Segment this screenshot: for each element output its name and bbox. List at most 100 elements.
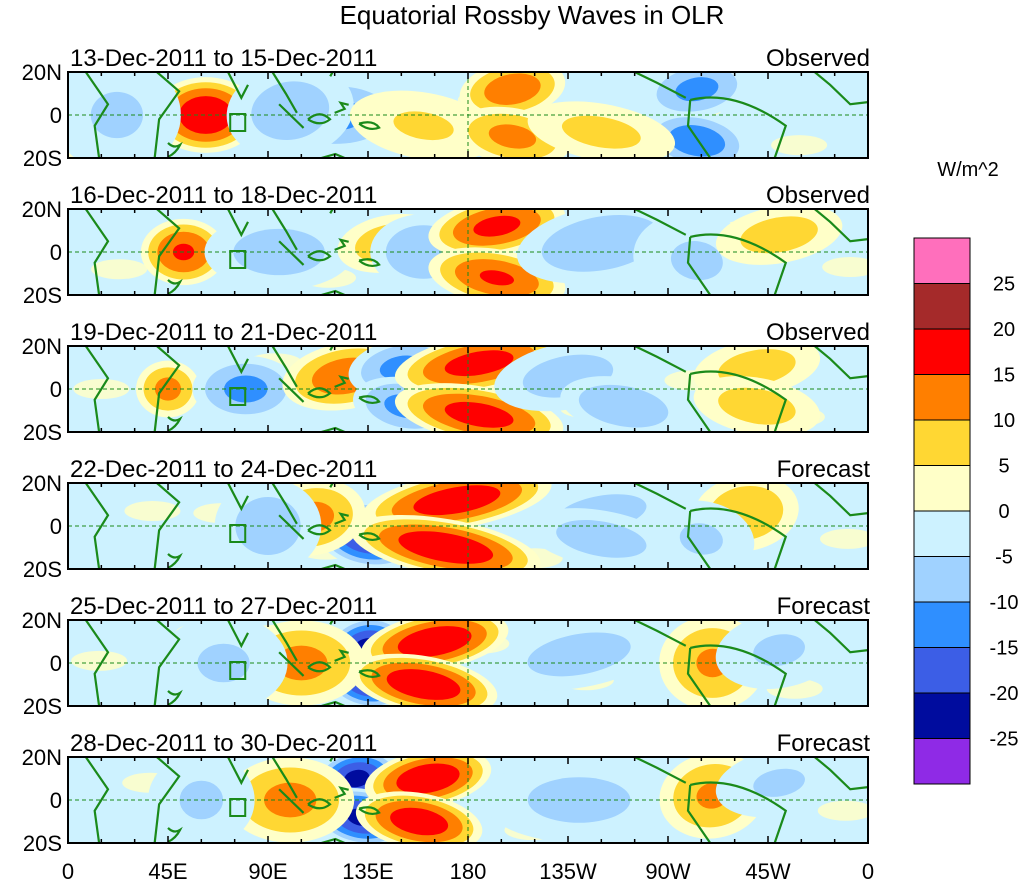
panel-kind: Observed <box>766 182 870 209</box>
coastline <box>84 620 110 706</box>
coastline <box>271 346 298 388</box>
colorbar-units: W/m^2 <box>937 159 999 181</box>
coastline <box>686 99 712 158</box>
coastline <box>686 236 712 295</box>
colorbar: W/m^2 25 20 15 10 5 0 -5 -10 -15 -20 -25 <box>913 159 1019 785</box>
coastlines <box>84 72 868 158</box>
coastline <box>358 395 381 405</box>
panel-kind: Forecast <box>777 593 871 620</box>
weak-anomaly-patch <box>820 528 868 549</box>
coastline <box>813 346 868 380</box>
coastline <box>278 651 305 677</box>
panel-date-range: 25-Dec-2011 to 27-Dec-2011 <box>70 593 377 620</box>
longitude-axis: 0 45E 90E 135E 180 135W 90W 45W 0 <box>62 859 874 884</box>
colorbar-swatch <box>913 283 971 330</box>
coastlines <box>84 620 868 706</box>
coastline <box>84 757 110 843</box>
coastline <box>634 72 687 99</box>
coastline <box>689 507 788 569</box>
lon-tick-label: 0 <box>62 859 74 884</box>
panel-date-range: 13-Dec-2011 to 15-Dec-2011 <box>70 45 377 72</box>
anomaly-contour <box>679 523 723 555</box>
region-box <box>229 661 247 680</box>
lat-tick-label: 20S <box>23 420 62 445</box>
lat-tick-label: 0 <box>50 377 62 402</box>
panel-date-range: 28-Dec-2011 to 30-Dec-2011 <box>70 730 377 757</box>
coastlines <box>84 757 868 843</box>
colorbar-swatch <box>913 465 971 512</box>
colorbar-swatch <box>913 374 971 421</box>
coastline <box>84 346 110 432</box>
anomaly-contour <box>397 626 472 657</box>
colorbar-level-label: -15 <box>990 638 1019 660</box>
coastline <box>153 72 181 158</box>
coastline <box>227 209 249 238</box>
weak-anomaly-patch <box>91 259 148 280</box>
coastline <box>334 238 349 251</box>
anomaly-contour <box>90 91 144 139</box>
coastline <box>334 649 349 662</box>
anomaly-contour <box>561 115 641 149</box>
coastline <box>84 209 110 295</box>
coastline <box>278 514 305 540</box>
colorbar-level-label: 5 <box>998 456 1009 478</box>
coastline <box>813 72 868 106</box>
coastline <box>227 757 249 786</box>
anomaly-contour <box>484 73 541 105</box>
lat-tick-label: 0 <box>50 514 62 539</box>
colorbar-level-label: -20 <box>990 683 1019 705</box>
coastline <box>167 826 183 843</box>
anomaly-contour <box>473 215 521 237</box>
anomaly-contour <box>541 215 661 272</box>
coastline <box>227 483 249 512</box>
chart-title: Equatorial Rossby Waves in OLR <box>340 0 725 30</box>
anomaly-contour <box>393 111 454 141</box>
coastline <box>686 784 712 843</box>
coastline <box>278 240 305 266</box>
coastline <box>167 415 183 432</box>
anomaly-contour <box>179 96 233 134</box>
coastline <box>634 483 687 510</box>
coastline <box>686 647 712 706</box>
weak-anomaly-patch <box>817 800 868 821</box>
coastline <box>686 373 712 432</box>
coastline <box>813 757 868 791</box>
anomaly-contour <box>675 77 719 102</box>
coastline <box>167 141 183 158</box>
lat-tick-label: 20S <box>23 146 62 171</box>
coastline <box>686 510 712 569</box>
coastline <box>227 72 249 101</box>
map-panel: 20N 0 20S 13-Dec-2011 to 15-Dec-2011 Observe… <box>22 45 870 171</box>
panel-content <box>71 620 868 706</box>
panel-date-range: 16-Dec-2011 to 18-Dec-2011 <box>70 182 377 209</box>
anomaly-contour <box>396 763 460 794</box>
anomaly-contour <box>398 531 494 564</box>
panel-kind: Forecast <box>777 456 871 483</box>
lat-tick-label: 0 <box>50 788 62 813</box>
colorbar-swatch <box>913 328 971 375</box>
anomaly-contour <box>668 125 726 157</box>
colorbar-swatch <box>913 237 971 284</box>
lat-tick-label: 0 <box>50 103 62 128</box>
coastline <box>84 72 110 158</box>
region-box <box>229 250 247 269</box>
coastline <box>634 209 687 236</box>
panel-kind: Observed <box>766 45 870 72</box>
coastline <box>271 209 298 251</box>
coastline <box>689 370 788 432</box>
coastline <box>167 689 183 706</box>
colorbar-level-label: -25 <box>990 729 1019 751</box>
coastline <box>278 377 305 403</box>
coastline <box>689 644 788 706</box>
coastline <box>84 483 110 569</box>
weak-anomaly-patch <box>71 650 128 671</box>
colorbar-level-label: 20 <box>993 319 1015 341</box>
coastline <box>813 483 868 517</box>
lat-tick-label: 20N <box>22 608 62 633</box>
lat-tick-label: 20S <box>23 283 62 308</box>
coastline <box>334 375 349 388</box>
weak-anomaly-patch <box>771 135 828 156</box>
anomaly-contour <box>578 384 669 428</box>
colorbar-swatch <box>913 601 971 648</box>
